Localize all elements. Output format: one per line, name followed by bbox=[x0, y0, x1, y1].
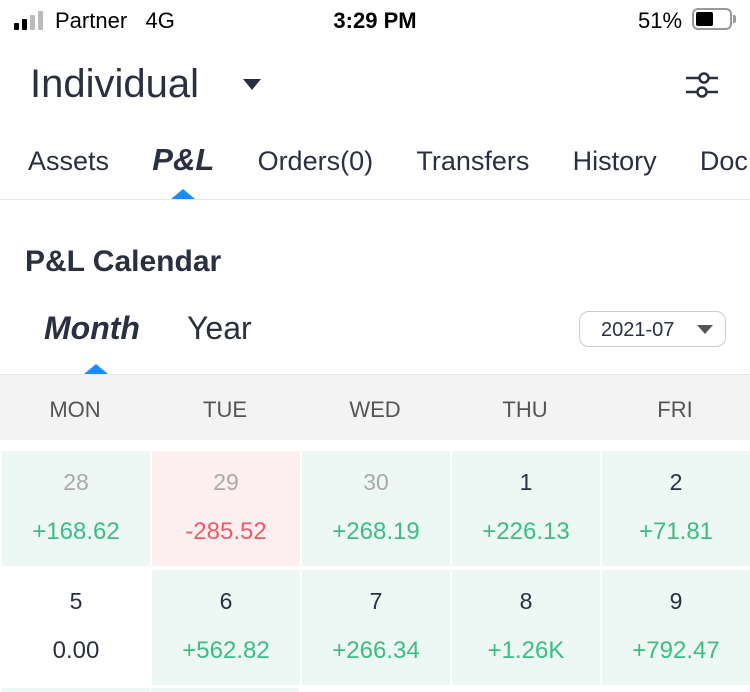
tab-year[interactable]: Year bbox=[187, 310, 252, 346]
day-number: 28 bbox=[63, 469, 89, 495]
tab-assets[interactable]: Assets bbox=[28, 146, 110, 176]
day-pnl: +562.82 bbox=[182, 637, 270, 664]
day-number: 1 bbox=[519, 469, 533, 495]
tab-pnl[interactable]: P&L bbox=[152, 142, 215, 177]
section-title: P&L Calendar bbox=[25, 245, 222, 278]
divider bbox=[0, 199, 750, 200]
day-pnl: +71.81 bbox=[638, 518, 714, 545]
day-number: 9 bbox=[669, 588, 683, 614]
weekday-wed: WED bbox=[349, 397, 401, 422]
calendar-day-cell[interactable]: 30 +268.19 bbox=[302, 451, 450, 566]
calendar-day-cell[interactable]: 28 +168.62 bbox=[2, 451, 150, 566]
calendar-day-cell[interactable]: 6 +562.82 bbox=[152, 570, 300, 685]
calendar-day-cell[interactable]: 5 0.00 bbox=[2, 570, 150, 685]
day-number: 7 bbox=[369, 588, 383, 614]
battery-tip bbox=[733, 15, 736, 23]
calendar-day-cell[interactable]: 29 -285.52 bbox=[152, 451, 300, 566]
day-pnl: -285.52 bbox=[185, 518, 267, 545]
status-bar: Partner 4G 3:29 PM 51% bbox=[0, 0, 750, 40]
calendar-day-cell[interactable]: 8 +1.26K bbox=[452, 570, 600, 685]
day-number: 6 bbox=[219, 588, 233, 614]
day-number: 2 bbox=[669, 469, 683, 495]
tab-transfers[interactable]: Transfers bbox=[416, 146, 530, 176]
chevron-down-icon[interactable] bbox=[243, 79, 261, 90]
calendar-day-cell[interactable] bbox=[151, 688, 299, 692]
clock: 3:29 PM bbox=[333, 8, 417, 33]
carrier-name: Partner bbox=[55, 8, 128, 33]
day-number: 30 bbox=[363, 469, 389, 495]
battery-icon bbox=[692, 8, 732, 30]
battery-percent: 51% bbox=[638, 8, 683, 33]
weekday-mon: MON bbox=[49, 397, 101, 422]
tab-history[interactable]: History bbox=[572, 146, 657, 176]
signal-icon bbox=[14, 11, 43, 30]
active-period-indicator bbox=[84, 364, 108, 374]
weekday-thu: THU bbox=[502, 397, 548, 422]
day-pnl: +266.34 bbox=[332, 637, 420, 664]
day-number: 8 bbox=[519, 588, 533, 614]
day-pnl: +226.13 bbox=[482, 518, 570, 545]
filter-settings-icon[interactable] bbox=[684, 70, 720, 100]
weekday-header: MON TUE WED THU FRI bbox=[0, 374, 750, 440]
day-number: 5 bbox=[69, 588, 83, 614]
day-pnl: +792.47 bbox=[632, 637, 720, 664]
month-select-value: 2021-07 bbox=[601, 319, 675, 341]
active-tab-indicator bbox=[171, 189, 195, 199]
tab-bar: Assets P&L Orders(0) Transfers History D… bbox=[28, 142, 748, 182]
day-number: 29 bbox=[213, 469, 239, 495]
tab-orders[interactable]: Orders(0) bbox=[257, 146, 374, 176]
calendar-day-cell[interactable]: 1 +226.13 bbox=[452, 451, 600, 566]
calendar-day-cell[interactable]: 7 +266.34 bbox=[302, 570, 450, 685]
day-pnl: 0.00 bbox=[52, 637, 100, 664]
chevron-down-icon bbox=[697, 325, 713, 334]
day-pnl: +1.26K bbox=[487, 637, 565, 664]
carrier: Partner 4G bbox=[55, 8, 175, 34]
calendar-day-cell[interactable]: 9 +792.47 bbox=[602, 570, 750, 685]
tab-documents[interactable]: Doc bbox=[699, 146, 748, 176]
weekday-fri: FRI bbox=[657, 397, 693, 422]
calendar-day-cell[interactable] bbox=[2, 688, 150, 692]
day-pnl: +168.62 bbox=[32, 518, 120, 545]
day-pnl: +268.19 bbox=[332, 518, 420, 545]
network-type: 4G bbox=[145, 8, 175, 33]
month-select[interactable]: 2021-07 bbox=[579, 311, 726, 347]
calendar-day-cell[interactable]: 2 +71.81 bbox=[602, 451, 750, 566]
tab-month[interactable]: Month bbox=[44, 310, 140, 346]
account-selector[interactable]: Individual bbox=[30, 62, 200, 106]
weekday-tue: TUE bbox=[203, 397, 247, 422]
